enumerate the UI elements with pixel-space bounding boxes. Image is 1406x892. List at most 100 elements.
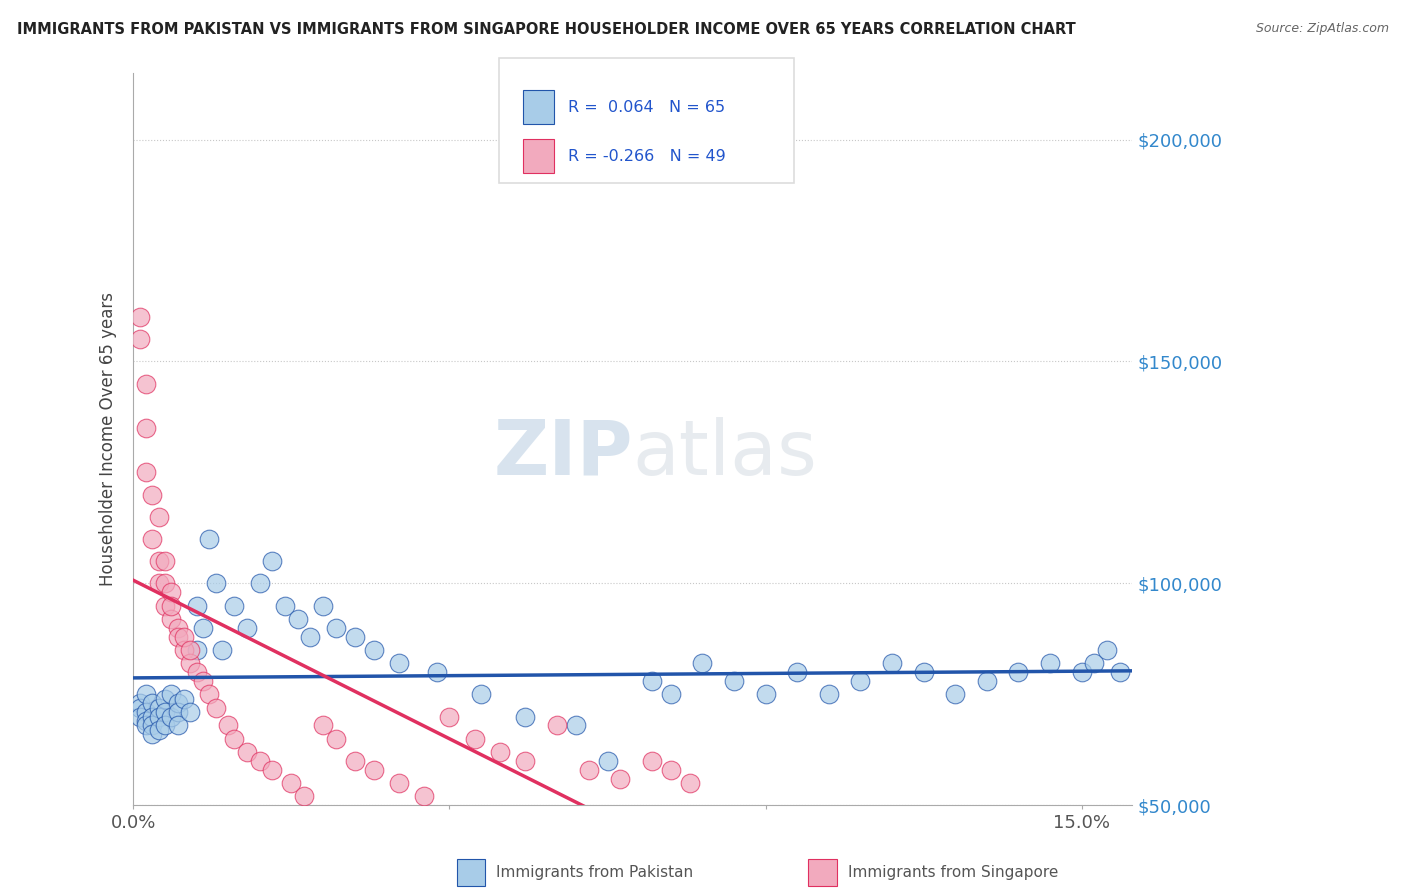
Point bbox=[135, 421, 157, 435]
Point bbox=[413, 789, 436, 804]
Point bbox=[135, 466, 157, 480]
Point bbox=[186, 599, 208, 613]
Point bbox=[565, 718, 588, 732]
Point bbox=[141, 727, 163, 741]
Point bbox=[160, 687, 183, 701]
Point bbox=[1083, 657, 1105, 671]
Point bbox=[160, 709, 183, 723]
Point bbox=[426, 665, 449, 680]
Point bbox=[148, 576, 170, 591]
Point bbox=[191, 621, 214, 635]
Point bbox=[166, 621, 188, 635]
Point bbox=[470, 687, 492, 701]
Point bbox=[489, 745, 512, 759]
Point bbox=[755, 687, 778, 701]
Point bbox=[153, 554, 176, 568]
Point bbox=[262, 763, 284, 777]
Point bbox=[128, 696, 150, 710]
Point bbox=[659, 687, 682, 701]
Point bbox=[173, 643, 195, 657]
Point bbox=[135, 718, 157, 732]
Point bbox=[312, 718, 335, 732]
Point bbox=[166, 705, 188, 719]
Point bbox=[692, 657, 714, 671]
Point bbox=[148, 509, 170, 524]
Point bbox=[153, 705, 176, 719]
Text: Immigrants from Pakistan: Immigrants from Pakistan bbox=[496, 865, 693, 880]
Point bbox=[609, 772, 631, 786]
Point bbox=[659, 763, 682, 777]
Point bbox=[723, 674, 745, 689]
Point bbox=[224, 731, 246, 746]
Point bbox=[204, 576, 226, 591]
Text: Source: ZipAtlas.com: Source: ZipAtlas.com bbox=[1256, 22, 1389, 36]
Point bbox=[141, 709, 163, 723]
Point bbox=[912, 665, 935, 680]
Point bbox=[786, 665, 808, 680]
Point bbox=[135, 376, 157, 391]
Text: IMMIGRANTS FROM PAKISTAN VS IMMIGRANTS FROM SINGAPORE HOUSEHOLDER INCOME OVER 65: IMMIGRANTS FROM PAKISTAN VS IMMIGRANTS F… bbox=[17, 22, 1076, 37]
Point bbox=[153, 576, 176, 591]
Point bbox=[1039, 657, 1062, 671]
Point bbox=[1070, 665, 1092, 680]
Text: R = -0.266   N = 49: R = -0.266 N = 49 bbox=[568, 149, 725, 163]
Point bbox=[325, 621, 347, 635]
Point bbox=[153, 691, 176, 706]
Point bbox=[160, 585, 183, 599]
Point bbox=[128, 332, 150, 346]
Point bbox=[596, 754, 619, 768]
Point bbox=[1007, 665, 1029, 680]
Point bbox=[249, 576, 271, 591]
Point bbox=[679, 776, 702, 790]
Point bbox=[128, 700, 150, 714]
Point bbox=[186, 643, 208, 657]
Point bbox=[439, 709, 461, 723]
Point bbox=[641, 754, 664, 768]
Text: Immigrants from Singapore: Immigrants from Singapore bbox=[848, 865, 1059, 880]
Point bbox=[976, 674, 998, 689]
Text: atlas: atlas bbox=[633, 417, 818, 491]
Point bbox=[179, 643, 201, 657]
Point bbox=[292, 789, 315, 804]
Point bbox=[211, 643, 233, 657]
Point bbox=[148, 723, 170, 737]
Point bbox=[943, 687, 966, 701]
Point bbox=[217, 718, 239, 732]
Point bbox=[236, 621, 259, 635]
Point bbox=[236, 745, 259, 759]
Point bbox=[1095, 643, 1118, 657]
Point bbox=[166, 718, 188, 732]
Text: R =  0.064   N = 65: R = 0.064 N = 65 bbox=[568, 100, 725, 114]
Point bbox=[388, 657, 411, 671]
Point bbox=[179, 657, 201, 671]
Point bbox=[153, 599, 176, 613]
Point bbox=[388, 776, 411, 790]
Point bbox=[166, 630, 188, 644]
Point bbox=[880, 657, 903, 671]
Point bbox=[280, 776, 302, 790]
Point bbox=[141, 718, 163, 732]
Point bbox=[515, 709, 537, 723]
Point bbox=[198, 687, 221, 701]
Point bbox=[464, 731, 486, 746]
Point bbox=[153, 718, 176, 732]
Point bbox=[249, 754, 271, 768]
Point bbox=[515, 754, 537, 768]
Point bbox=[343, 754, 366, 768]
Point bbox=[135, 714, 157, 728]
Point bbox=[186, 665, 208, 680]
Point bbox=[166, 696, 188, 710]
Point bbox=[546, 718, 568, 732]
Y-axis label: Householder Income Over 65 years: Householder Income Over 65 years bbox=[100, 293, 117, 586]
Point bbox=[148, 700, 170, 714]
Point bbox=[363, 643, 385, 657]
Point bbox=[148, 554, 170, 568]
Point bbox=[299, 630, 322, 644]
Text: ZIP: ZIP bbox=[494, 417, 633, 491]
Point bbox=[1108, 665, 1130, 680]
Point bbox=[179, 705, 201, 719]
Point bbox=[262, 554, 284, 568]
Point bbox=[128, 709, 150, 723]
Point bbox=[148, 709, 170, 723]
Point bbox=[343, 630, 366, 644]
